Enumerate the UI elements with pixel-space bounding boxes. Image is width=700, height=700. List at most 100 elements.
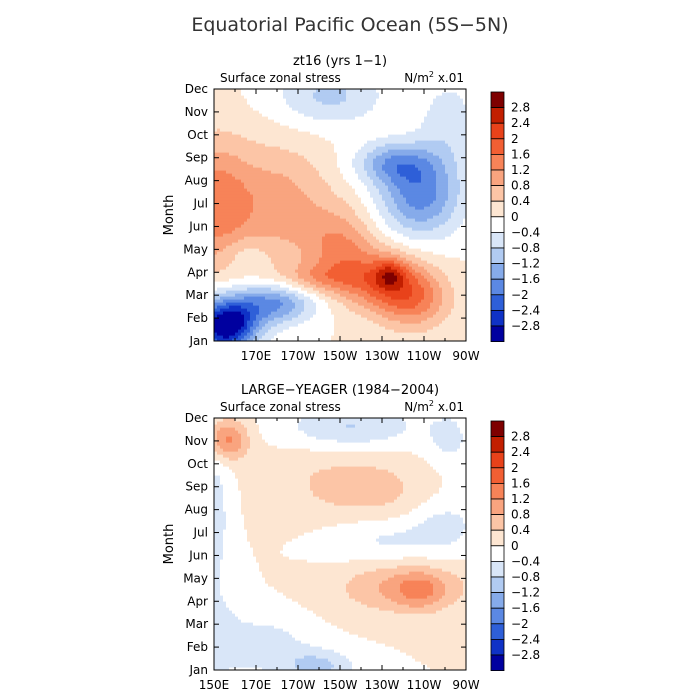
heatmap-cell xyxy=(328,317,332,321)
heatmap-cell xyxy=(274,263,278,267)
heatmap-cell xyxy=(259,323,263,327)
heatmap-cell xyxy=(337,272,341,276)
heatmap-cell xyxy=(220,116,224,120)
heatmap-cell xyxy=(238,149,242,153)
heatmap-cell xyxy=(391,305,395,309)
heatmap-cell xyxy=(247,275,251,279)
heatmap-cell xyxy=(220,149,224,153)
heatmap-cell xyxy=(226,185,230,189)
heatmap-cell xyxy=(214,134,218,138)
heatmap-cell xyxy=(358,92,362,96)
heatmap-cell xyxy=(379,212,383,216)
heatmap-cell xyxy=(238,251,242,255)
heatmap-cell xyxy=(229,293,233,297)
heatmap-cell xyxy=(274,194,278,198)
heatmap-cell xyxy=(247,164,251,168)
heatmap-cell xyxy=(310,284,314,288)
heatmap-cell xyxy=(223,185,227,189)
heatmap-cell xyxy=(226,191,230,195)
heatmap-cell xyxy=(364,152,368,156)
heatmap-cell xyxy=(382,125,386,129)
heatmap-cell xyxy=(274,335,278,339)
heatmap-cell xyxy=(283,338,287,341)
heatmap-cell xyxy=(232,194,236,198)
heatmap-cell xyxy=(235,167,239,171)
heatmap-cell xyxy=(268,323,272,327)
heatmap-cell xyxy=(358,89,362,93)
heatmap-cell xyxy=(328,137,332,141)
heatmap-cell xyxy=(361,311,365,315)
heatmap-cell xyxy=(364,179,368,183)
heatmap-cell xyxy=(289,113,293,117)
heatmap-cell xyxy=(268,122,272,126)
heatmap-cell xyxy=(223,176,227,180)
heatmap-cell xyxy=(292,218,296,222)
heatmap-cell xyxy=(247,116,251,120)
heatmap-cell xyxy=(379,293,383,297)
heatmap-cell xyxy=(358,188,362,192)
heatmap-cell xyxy=(289,290,293,294)
heatmap-cell xyxy=(229,275,233,279)
heatmap-cell xyxy=(379,134,383,138)
heatmap-cell xyxy=(343,134,347,138)
heatmap-cell xyxy=(241,248,245,252)
heatmap-cell xyxy=(301,113,305,117)
heatmap-cell xyxy=(226,104,230,108)
heatmap-cell xyxy=(217,200,221,204)
heatmap-cell xyxy=(280,140,284,144)
heatmap-cell xyxy=(328,305,332,309)
heatmap-cell xyxy=(235,191,239,195)
heatmap-cell xyxy=(226,221,230,225)
heatmap-cell xyxy=(361,191,365,195)
heatmap-cell xyxy=(319,293,323,297)
heatmap-cell xyxy=(232,305,236,309)
heatmap-cell xyxy=(286,227,290,231)
heatmap-cell xyxy=(223,302,227,306)
heatmap-cell xyxy=(238,326,242,330)
heatmap-cell xyxy=(220,230,224,234)
heatmap-cell xyxy=(277,203,281,207)
heatmap-cell xyxy=(286,200,290,204)
heatmap-cell xyxy=(232,302,236,306)
heatmap-cell xyxy=(385,284,389,288)
heatmap-cell xyxy=(364,296,368,300)
heatmap-cell xyxy=(361,200,365,204)
heatmap-cell xyxy=(289,278,293,282)
heatmap-cell xyxy=(385,176,389,180)
heatmap-cell xyxy=(382,182,386,186)
heatmap-cell xyxy=(325,191,329,195)
heatmap-cell xyxy=(319,269,323,273)
heatmap-cell xyxy=(232,224,236,228)
heatmap-cell xyxy=(220,200,224,204)
heatmap-cell xyxy=(385,248,389,252)
heatmap-cell xyxy=(259,155,263,159)
heatmap-cell xyxy=(280,116,284,120)
heatmap-cell xyxy=(295,89,299,93)
heatmap-cell xyxy=(319,191,323,195)
heatmap-cell xyxy=(301,173,305,177)
heatmap-cell xyxy=(349,152,353,156)
heatmap-cell xyxy=(382,155,386,159)
heatmap-cell xyxy=(304,188,308,192)
heatmap-cell xyxy=(385,104,389,108)
heatmap-cell xyxy=(361,185,365,189)
heatmap-cell xyxy=(352,248,356,252)
heatmap-cell xyxy=(322,125,326,129)
heatmap-cell xyxy=(262,221,266,225)
heatmap-cell xyxy=(361,158,365,162)
heatmap-cell xyxy=(223,206,227,210)
heatmap-cell xyxy=(268,245,272,249)
heatmap-cell xyxy=(358,236,362,240)
heatmap-cell xyxy=(244,209,248,213)
heatmap-cell xyxy=(265,101,269,105)
heatmap-cell xyxy=(244,104,248,108)
heatmap-cell xyxy=(352,119,356,123)
heatmap-cell xyxy=(268,116,272,120)
heatmap-cell xyxy=(328,212,332,216)
heatmap-cell xyxy=(334,131,338,135)
heatmap-cell xyxy=(265,137,269,141)
heatmap-cell xyxy=(256,95,260,99)
heatmap-cell xyxy=(370,182,374,186)
heatmap-cell xyxy=(271,173,275,177)
heatmap-cell xyxy=(244,119,248,123)
